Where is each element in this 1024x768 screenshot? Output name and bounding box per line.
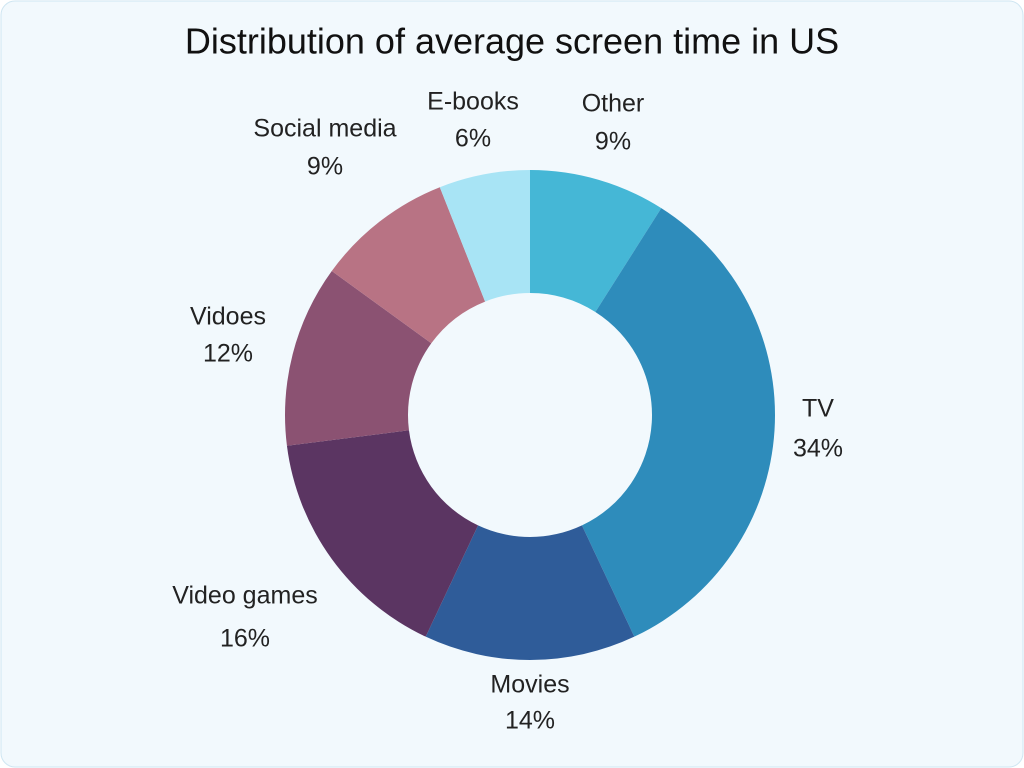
donut-slice xyxy=(581,208,775,637)
slice-label: Movies xyxy=(490,671,569,699)
donut-slice xyxy=(331,187,486,344)
slice-label: Video games xyxy=(172,582,317,610)
donut-slice xyxy=(425,525,635,660)
value-label: 6% xyxy=(455,125,491,153)
slice-label: Social media xyxy=(253,115,396,143)
donut-slice xyxy=(285,270,432,446)
value-label: 9% xyxy=(595,128,631,156)
value-label: 9% xyxy=(307,153,343,181)
donut-slice xyxy=(439,170,530,302)
slice-label: Other xyxy=(582,90,645,118)
chart-title: Distribution of average screen time in U… xyxy=(185,21,839,62)
slice-label: Vidoes xyxy=(190,303,266,331)
donut-slice xyxy=(286,430,479,637)
value-label: 34% xyxy=(793,435,843,463)
slice-label: E-books xyxy=(427,88,519,116)
value-label: 14% xyxy=(505,707,555,735)
slice-label: TV xyxy=(802,395,834,423)
value-label: 16% xyxy=(220,625,270,653)
donut-slice xyxy=(530,170,662,312)
value-label: 12% xyxy=(203,340,253,368)
